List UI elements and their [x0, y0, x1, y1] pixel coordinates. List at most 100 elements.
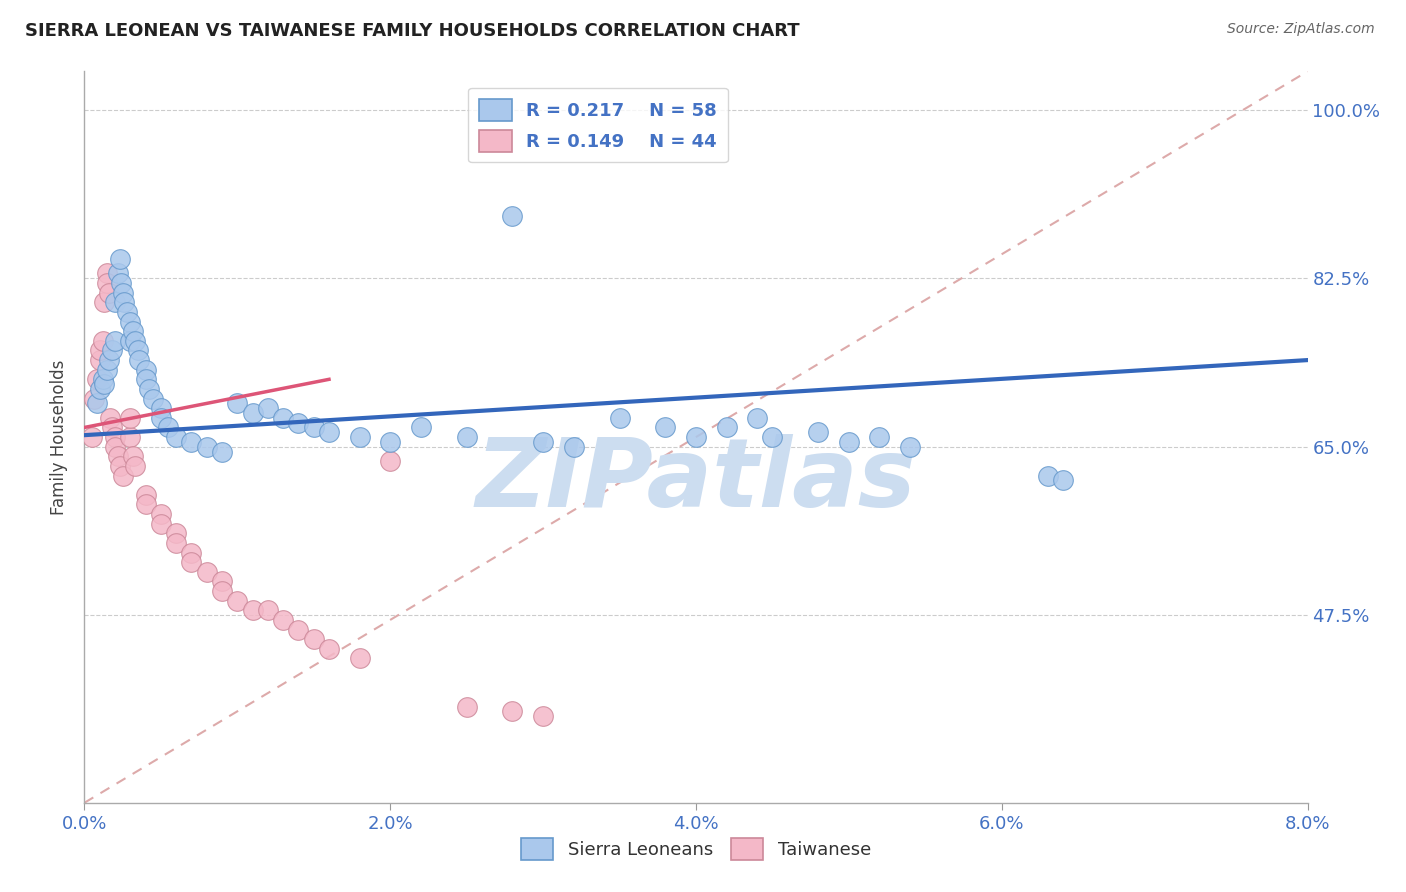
Point: [91, 372, 114, 386]
Point: [287, 416, 309, 430]
Point: [211, 444, 233, 458]
Point: [180, 434, 202, 449]
Point: [89, 353, 111, 368]
Point: [91, 334, 114, 348]
Point: [211, 584, 233, 599]
Point: [98, 410, 121, 425]
Point: [1036, 468, 1059, 483]
Point: [242, 603, 264, 617]
Point: [138, 382, 160, 396]
Point: [318, 641, 340, 656]
Point: [111, 468, 134, 483]
Point: [122, 450, 145, 464]
Point: [101, 420, 124, 434]
Legend: Sierra Leoneans, Taiwanese: Sierra Leoneans, Taiwanese: [513, 830, 879, 867]
Point: [124, 458, 146, 473]
Point: [124, 334, 146, 348]
Point: [142, 392, 165, 406]
Point: [122, 324, 145, 338]
Point: [226, 593, 249, 607]
Point: [502, 209, 524, 223]
Point: [135, 488, 157, 502]
Point: [318, 425, 340, 440]
Point: [111, 285, 134, 300]
Point: [380, 454, 402, 468]
Point: [97, 353, 120, 368]
Point: [93, 295, 115, 310]
Point: [149, 410, 172, 425]
Point: [96, 276, 118, 290]
Point: [107, 450, 129, 464]
Point: [135, 362, 157, 376]
Point: [531, 434, 554, 449]
Point: [1052, 474, 1074, 488]
Point: [127, 343, 149, 358]
Point: [609, 410, 631, 425]
Point: [157, 420, 180, 434]
Point: [104, 295, 127, 310]
Point: [502, 705, 524, 719]
Point: [257, 603, 280, 617]
Point: [96, 362, 118, 376]
Point: [838, 434, 860, 449]
Point: [195, 565, 218, 579]
Point: [149, 516, 172, 531]
Point: [898, 440, 921, 454]
Point: [83, 392, 105, 406]
Point: [257, 401, 280, 416]
Point: [80, 430, 103, 444]
Point: [349, 651, 371, 665]
Point: [226, 396, 249, 410]
Point: [869, 430, 891, 444]
Point: [120, 334, 142, 348]
Point: [97, 285, 120, 300]
Point: [128, 353, 150, 368]
Point: [110, 276, 132, 290]
Point: [112, 295, 135, 310]
Point: [180, 545, 202, 559]
Point: [271, 613, 294, 627]
Point: [409, 420, 432, 434]
Point: [654, 420, 676, 434]
Point: [104, 334, 127, 348]
Point: [349, 430, 371, 444]
Point: [747, 410, 769, 425]
Point: [302, 420, 325, 434]
Point: [108, 458, 131, 473]
Text: Source: ZipAtlas.com: Source: ZipAtlas.com: [1227, 22, 1375, 37]
Point: [120, 430, 142, 444]
Y-axis label: Family Households: Family Households: [51, 359, 69, 515]
Point: [86, 396, 108, 410]
Text: ZIPatlas: ZIPatlas: [475, 434, 917, 527]
Point: [211, 574, 233, 589]
Point: [180, 555, 202, 569]
Point: [104, 440, 127, 454]
Point: [89, 382, 111, 396]
Point: [271, 410, 294, 425]
Point: [165, 536, 187, 550]
Point: [807, 425, 830, 440]
Point: [302, 632, 325, 647]
Point: [456, 430, 478, 444]
Point: [380, 434, 402, 449]
Point: [165, 526, 187, 541]
Point: [716, 420, 738, 434]
Point: [93, 377, 115, 392]
Point: [149, 401, 172, 416]
Point: [456, 699, 478, 714]
Point: [89, 343, 111, 358]
Point: [531, 709, 554, 723]
Point: [195, 440, 218, 454]
Point: [104, 430, 127, 444]
Point: [86, 372, 108, 386]
Point: [120, 315, 142, 329]
Point: [108, 252, 131, 266]
Point: [165, 430, 187, 444]
Point: [685, 430, 707, 444]
Point: [96, 267, 118, 281]
Point: [135, 498, 157, 512]
Point: [135, 372, 157, 386]
Point: [149, 507, 172, 521]
Point: [120, 410, 142, 425]
Point: [242, 406, 264, 420]
